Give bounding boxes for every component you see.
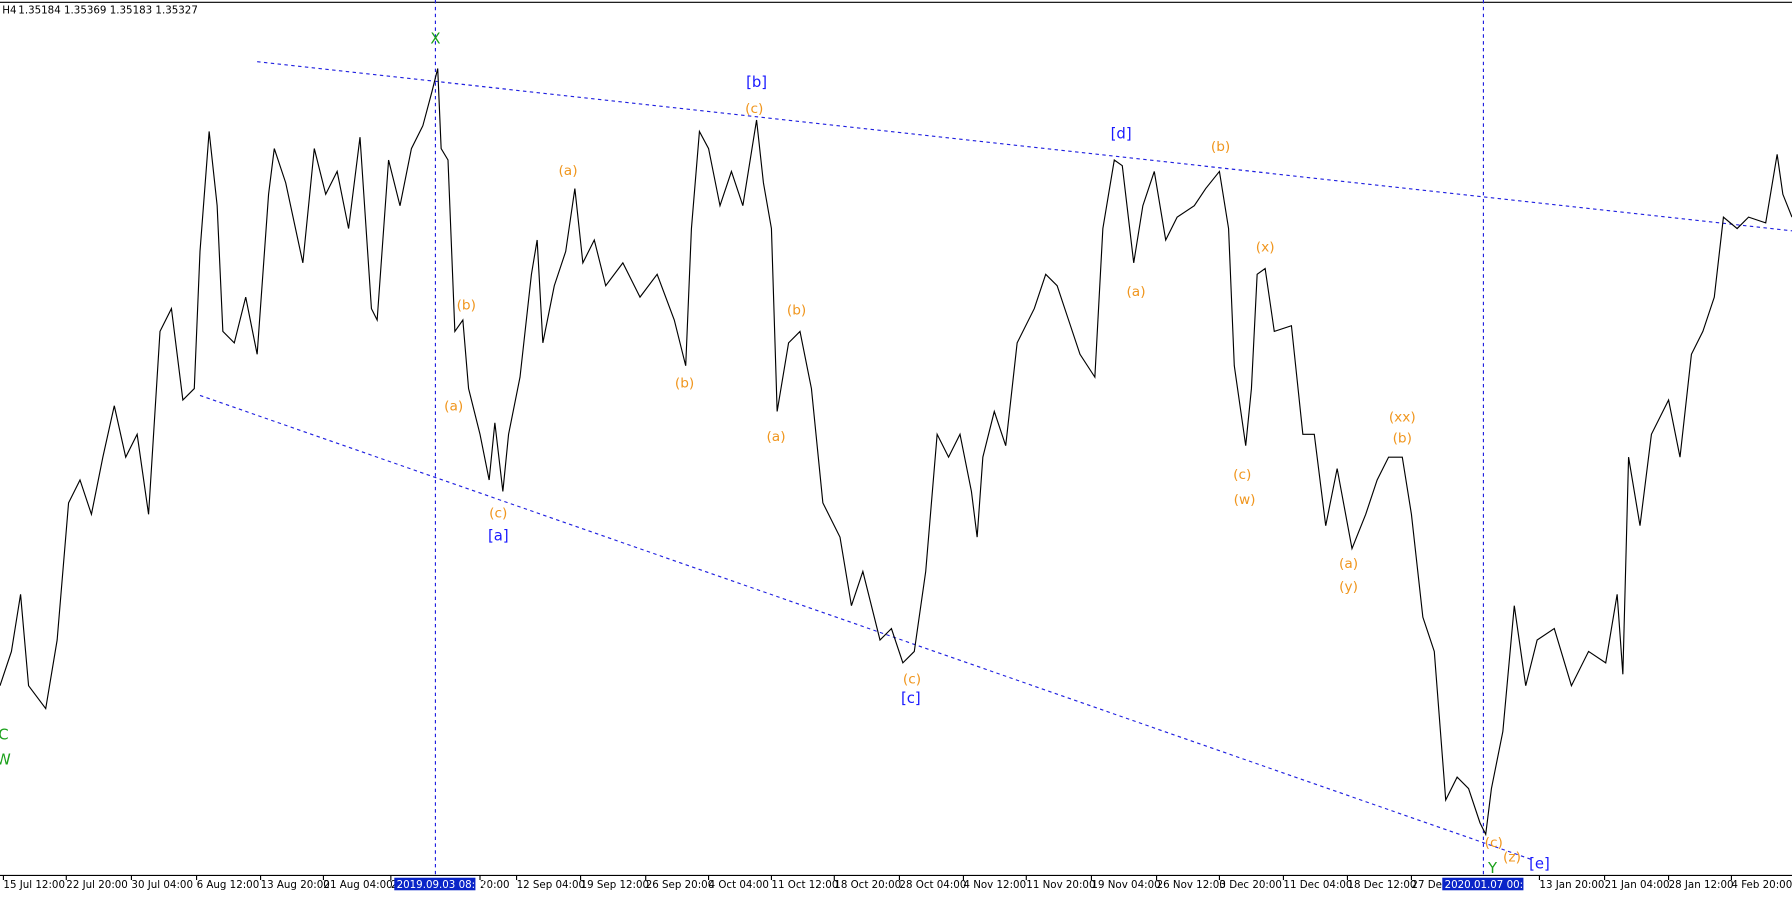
time-label: 15 Jul 12:00	[3, 879, 65, 891]
time-label: 13 Aug 20:00	[261, 879, 330, 891]
wave-label: (a)	[1126, 284, 1145, 300]
wave-label: (b)	[1393, 430, 1412, 446]
wave-label: (b)	[1211, 139, 1230, 155]
highlighted-time: 2019.09.03 08:00	[397, 879, 489, 891]
time-label: 28 Oct 04:00	[899, 879, 966, 891]
wave-label: (c)	[1485, 835, 1503, 851]
wave-label: [d]	[1111, 124, 1132, 142]
wave-label: (a)	[558, 163, 577, 179]
wave-label: W	[0, 751, 11, 769]
time-label: 11 Nov 20:00	[1026, 879, 1095, 891]
price-line	[0, 68, 1792, 837]
wave-label: (w)	[1234, 492, 1256, 508]
wave-label: (a)	[1339, 556, 1358, 572]
time-label: 28 Jan 12:00	[1669, 879, 1734, 891]
wave-label: [c]	[901, 689, 921, 707]
wave-label: (xx)	[1389, 410, 1416, 426]
time-label: 19 Nov 04:00	[1091, 879, 1160, 891]
wave-label: (z)	[1503, 850, 1521, 866]
ohlc: 1.35184 1.35369 1.35183 1.35327	[18, 5, 198, 17]
time-label: 19 Sep 12:00	[581, 879, 650, 891]
time-label: 2	[391, 879, 398, 891]
wave-label: Y	[1487, 859, 1498, 877]
wave-label: [e]	[1529, 855, 1550, 873]
time-label: 13 Jan 20:00	[1539, 879, 1604, 891]
time-label: 4 Feb 20:00	[1731, 879, 1792, 891]
time-label: 11 Dec 04:00	[1283, 879, 1352, 891]
wave-label: (c)	[745, 101, 763, 117]
time-label: 3 Dec 20:00	[1219, 879, 1282, 891]
wave-label: (y)	[1339, 579, 1358, 595]
time-label: 26 Sep 20:00	[646, 879, 715, 891]
time-label: 11 Oct 12:00	[771, 879, 838, 891]
wave-label: C	[0, 725, 9, 743]
wave-label: (a)	[444, 398, 463, 414]
highlighted-time: 2020.01.07 00:00	[1445, 879, 1537, 891]
time-label: 18 Dec 12:00	[1347, 879, 1416, 891]
time-label: 30 Jul 04:00	[131, 879, 193, 891]
time-label: 27 Dec	[1411, 879, 1447, 891]
time-label: 21 Aug 04:00	[323, 879, 392, 891]
symbol: H4	[2, 5, 16, 17]
wave-label: (c)	[489, 506, 507, 522]
time-label: 4 Oct 04:00	[709, 879, 769, 891]
highlight-box	[394, 877, 476, 891]
wave-label: (b)	[457, 298, 476, 314]
wave-label: (c)	[903, 671, 921, 687]
wave-label: [b]	[746, 73, 767, 91]
wave-label: (c)	[1233, 467, 1251, 483]
time-label: 26 Nov 12:00	[1157, 879, 1226, 891]
wave-label: (b)	[675, 375, 694, 391]
time-label: 18 Oct 20:00	[834, 879, 901, 891]
wave-label: X	[430, 29, 440, 47]
time-label: 20:00	[480, 879, 510, 891]
wave-label: (x)	[1256, 239, 1275, 255]
wave-label: [a]	[488, 527, 509, 545]
time-label: 21 Jan 04:00	[1605, 879, 1670, 891]
time-label: 6 Aug 12:00	[197, 879, 260, 891]
time-label: 12 Sep 04:00	[517, 879, 586, 891]
lower-trendline	[199, 394, 1532, 860]
wave-label: (b)	[787, 302, 806, 318]
highlight-box	[1442, 877, 1524, 891]
time-label: 4 Nov 12:00	[963, 879, 1026, 891]
wave-label: (a)	[766, 429, 785, 445]
time-label: 22 Jul 20:00	[66, 879, 128, 891]
